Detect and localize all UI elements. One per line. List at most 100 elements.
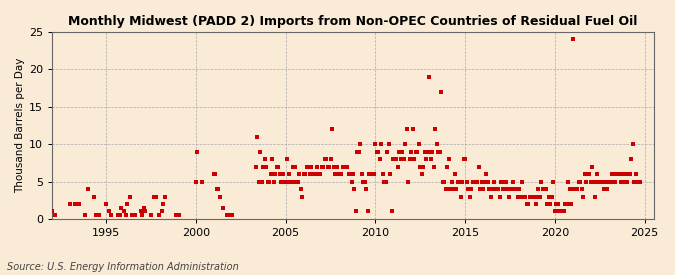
Point [585,179,596,184]
Point [318,164,329,169]
Point [574,179,585,184]
Point [286,179,297,184]
Point [114,213,125,218]
Point [516,179,527,184]
Point [400,142,411,146]
Point [339,164,350,169]
Point [316,164,327,169]
Point [478,187,489,191]
Point [264,179,275,184]
Point [563,179,574,184]
Y-axis label: Thousand Barrels per Day: Thousand Barrels per Day [15,58,25,193]
Point [256,179,267,184]
Point [129,213,140,218]
Point [306,164,317,169]
Point [396,157,406,161]
Point [463,187,474,191]
Point [551,202,562,206]
Point [398,157,409,161]
Point [490,187,501,191]
Point [80,213,90,218]
Point [383,142,394,146]
Point [226,213,237,218]
Point [468,179,479,184]
Point [122,202,132,206]
Point [271,164,282,169]
Point [135,209,146,214]
Point [310,172,321,176]
Text: Source: U.S. Energy Information Administration: Source: U.S. Energy Information Administ… [7,262,238,272]
Point [406,149,416,154]
Point [421,157,432,161]
Point [381,179,392,184]
Point [481,172,491,176]
Point [606,172,617,176]
Point [308,172,319,176]
Point [387,209,398,214]
Point [499,179,510,184]
Point [270,172,281,176]
Point [261,164,271,169]
Point [479,179,490,184]
Point [539,187,550,191]
Point [418,164,429,169]
Point [611,172,622,176]
Point [464,194,475,199]
Point [369,172,379,176]
Point [298,172,309,176]
Point [274,172,285,176]
Point [527,194,538,199]
Point [603,179,614,184]
Point [437,179,448,184]
Point [410,149,421,154]
Point [429,164,439,169]
Point [153,213,164,218]
Point [458,157,469,161]
Point [101,202,111,206]
Point [268,179,279,184]
Point [392,164,403,169]
Point [280,179,291,184]
Point [579,172,590,176]
Point [302,164,313,169]
Point [456,194,466,199]
Point [575,179,586,184]
Point [321,157,331,161]
Point [156,209,167,214]
Point [279,179,290,184]
Point [470,179,481,184]
Point [120,213,131,218]
Point [502,187,512,191]
Point [334,172,345,176]
Point [605,179,616,184]
Point [190,179,201,184]
Point [545,202,556,206]
Point [610,179,620,184]
Point [322,164,333,169]
Point [125,194,136,199]
Point [520,194,531,199]
Point [284,172,294,176]
Point [488,179,499,184]
Point [250,164,261,169]
Point [475,187,485,191]
Point [491,187,502,191]
Point [377,172,388,176]
Point [385,172,396,176]
Point [558,209,569,214]
Point [506,187,517,191]
Point [171,213,182,218]
Point [348,172,358,176]
Point [454,179,464,184]
Point [222,213,233,218]
Point [375,157,385,161]
Point [259,157,270,161]
Point [608,179,619,184]
Point [404,157,415,161]
Point [360,179,371,184]
Point [419,149,430,154]
Point [477,179,487,184]
Point [578,194,589,199]
Point [70,202,80,206]
Point [433,149,443,154]
